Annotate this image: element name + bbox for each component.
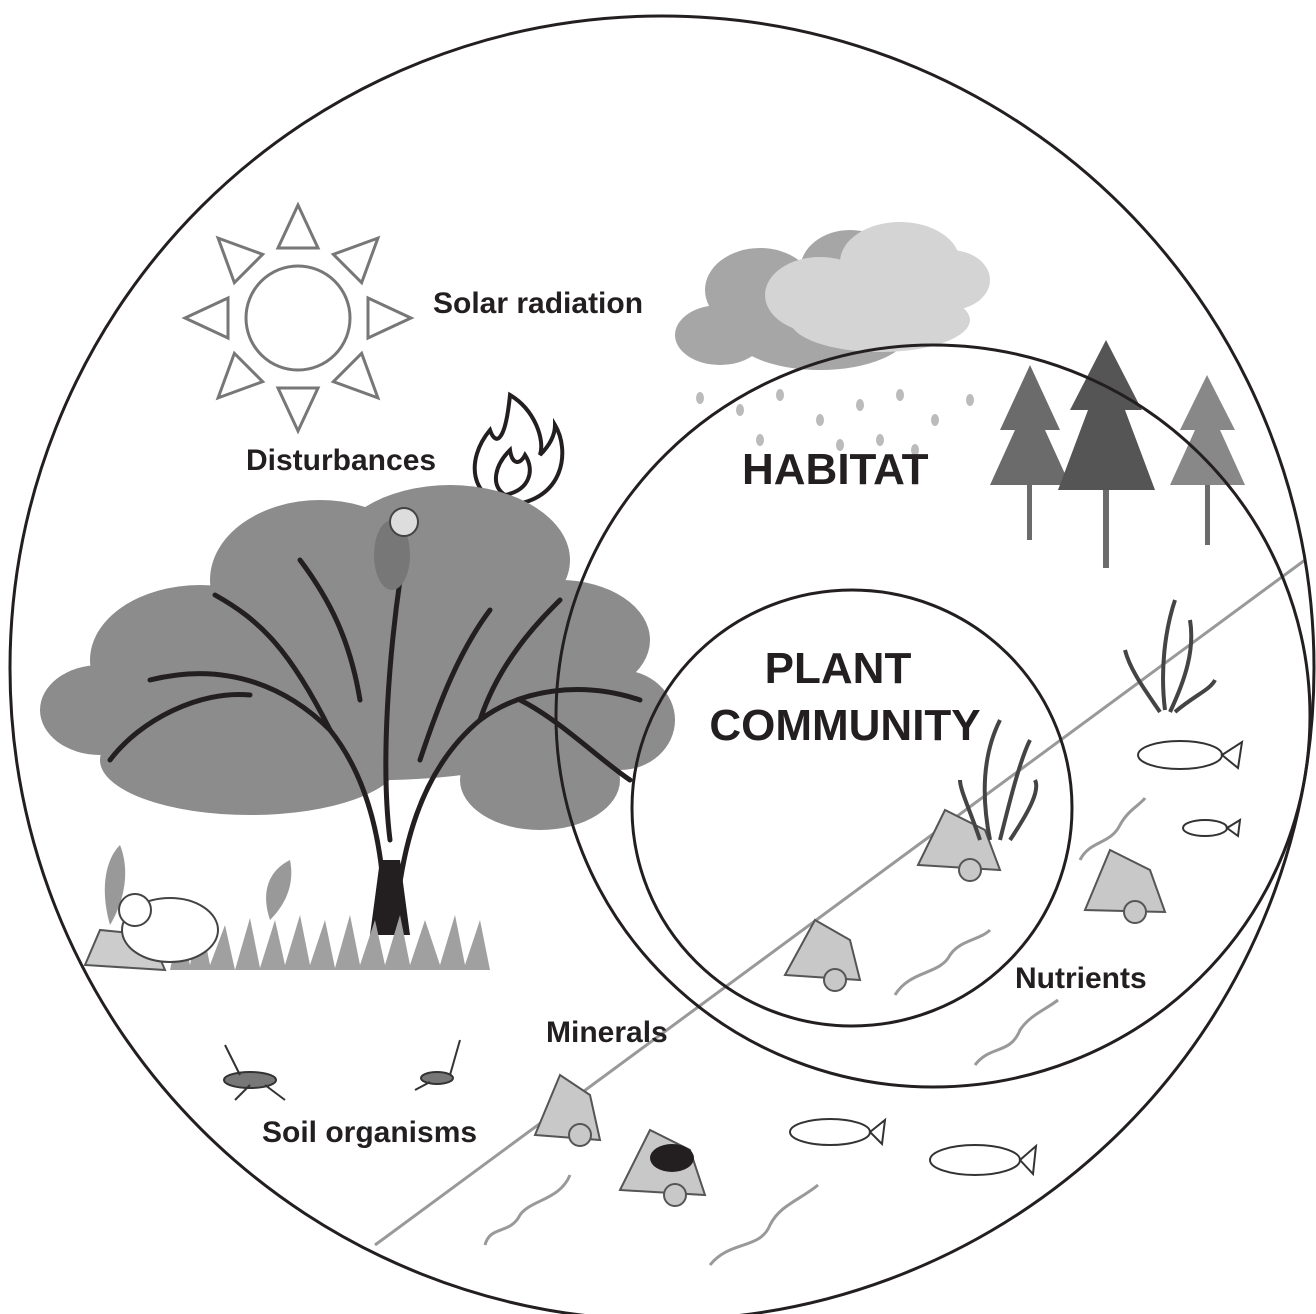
plant-community-label: PLANT [765, 644, 912, 693]
rain-cloud [675, 222, 990, 456]
rabbit-and-plants [85, 845, 291, 970]
habitat-label: HABITAT [742, 445, 929, 494]
nutrients-label: Nutrients [1015, 962, 1147, 995]
insects [224, 1040, 460, 1100]
solar-radiation-label: Solar radiation [433, 287, 643, 320]
rocks [535, 810, 1165, 1206]
ecosystem-diagram: Solar radiation Disturbances HABITAT PLA… [0, 0, 1316, 1314]
plant-community-label: COMMUNITY [709, 701, 980, 750]
soil-organisms-label: Soil organisms [262, 1116, 477, 1149]
sun-icon [185, 205, 411, 431]
minerals-label: Minerals [546, 1016, 668, 1049]
fish [790, 741, 1242, 1175]
pine-trees [990, 340, 1245, 568]
frog [650, 1144, 694, 1172]
fire-icon [475, 395, 563, 505]
disturbances-label: Disturbances [246, 444, 436, 477]
